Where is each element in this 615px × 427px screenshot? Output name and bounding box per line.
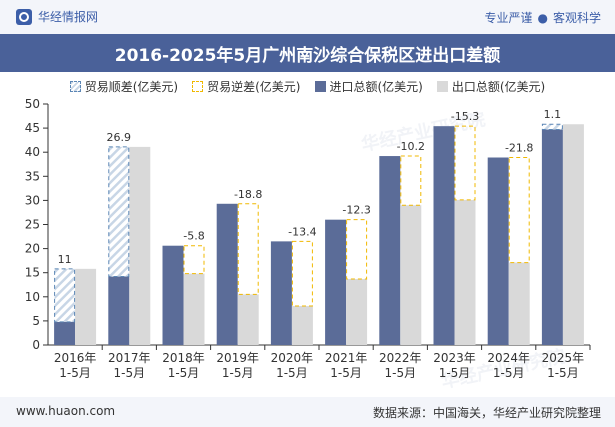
x-tick-label: 2024年	[487, 351, 530, 365]
footer-url: www.huaon.com	[16, 404, 116, 418]
legend-label-deficit: 贸易逆差(亿美元)	[207, 79, 301, 94]
x-tick-label: 1-5月	[168, 366, 200, 380]
x-tick-label: 1-5月	[493, 366, 525, 380]
footer: www.huaon.com 数据来源：中国海关，华经产业研究院整理	[0, 397, 615, 427]
data-label: -21.8	[505, 142, 533, 155]
export-bar	[291, 305, 313, 345]
y-tick-label: 5	[32, 314, 40, 328]
top-bar: 华经情报网 专业严谨 ● 客观科学	[0, 0, 615, 34]
export-bar	[562, 124, 584, 345]
deficit-bar	[454, 125, 476, 201]
x-tick-label: 1-5月	[330, 366, 362, 380]
export-bar	[454, 199, 476, 345]
legend-item-surplus: 贸易顺差(亿美元)	[69, 76, 179, 96]
y-tick-label: 30	[25, 193, 40, 207]
logo-icon	[16, 8, 32, 25]
legend-swatch-surplus	[69, 80, 81, 92]
y-tick-label: 10	[25, 290, 40, 304]
x-tick-label: 1-5月	[113, 366, 145, 380]
tagline-right: 客观科学	[552, 11, 601, 25]
data-label: 1.1	[544, 108, 562, 121]
y-tick-label: 0	[32, 338, 40, 352]
import-bar	[54, 321, 76, 345]
data-label: -10.2	[397, 140, 425, 153]
legend-label-export: 出口总额(亿美元)	[451, 79, 546, 94]
x-tick-label: 2020年	[271, 351, 314, 365]
y-tick-label: 20	[25, 242, 40, 256]
export-bar	[346, 278, 368, 345]
x-tick-label: 1-5月	[222, 366, 254, 380]
y-tick-label: 50	[25, 97, 40, 111]
y-tick-label: 40	[25, 145, 40, 159]
deficit-bar	[291, 240, 313, 307]
legend-item-import: 进口总额(亿美元)	[314, 76, 423, 96]
x-tick-label: 1-5月	[276, 366, 308, 380]
legend-item-deficit: 贸易逆差(亿美元)	[192, 76, 301, 96]
tagline-left: 专业严谨	[484, 11, 533, 25]
surplus-bar	[108, 146, 130, 278]
legend-label-import: 进口总额(亿美元)	[329, 79, 423, 94]
x-tick-label: 2019年	[216, 351, 259, 365]
data-label: 26.9	[107, 131, 132, 144]
surplus-bar	[54, 268, 76, 323]
legend-swatch-import	[314, 80, 326, 92]
surplus-bar	[541, 123, 563, 131]
data-label: 11	[58, 253, 72, 266]
import-bar	[216, 203, 238, 345]
import-bar	[162, 245, 184, 345]
deficit-bar	[400, 155, 422, 206]
export-bar	[237, 294, 259, 345]
import-bar	[108, 276, 130, 345]
data-label: -12.3	[342, 204, 370, 217]
data-label: -5.8	[183, 230, 204, 243]
export-bar	[183, 273, 205, 345]
y-tick-label: 25	[25, 218, 40, 232]
x-tick-label: 2022年	[379, 351, 422, 365]
x-tick-label: 1-5月	[439, 366, 471, 380]
data-label: -13.4	[288, 225, 316, 238]
legend-swatch-deficit	[192, 80, 204, 92]
data-label: -15.3	[451, 110, 479, 123]
export-bar	[75, 268, 97, 345]
deficit-bar	[508, 157, 530, 264]
export-bar	[508, 262, 530, 345]
legend-swatch-export	[436, 80, 448, 92]
chart-title: 2016-2025年5月广州南沙综合保税区进出口差额	[114, 45, 501, 66]
x-tick-label: 2018年	[162, 351, 205, 365]
y-tick-label: 35	[25, 169, 40, 183]
x-tick-label: 2017年	[108, 351, 151, 365]
legend-label-surplus: 贸易顺差(亿美元)	[84, 79, 179, 94]
brand-name: 华经情报网	[38, 10, 99, 24]
import-bar	[541, 129, 563, 345]
import-bar	[433, 126, 455, 345]
data-label: -18.8	[234, 188, 262, 201]
x-tick-label: 2021年	[325, 351, 368, 365]
import-bar	[325, 219, 347, 345]
legend-item-export: 出口总额(亿美元)	[436, 76, 546, 96]
x-tick-label: 2016年	[54, 351, 97, 365]
brand: 华经情报网	[16, 8, 98, 25]
import-bar	[487, 157, 509, 345]
import-bar	[270, 241, 292, 345]
export-bar	[129, 146, 151, 345]
y-tick-label: 15	[25, 266, 40, 280]
tagline: 专业严谨 ● 客观科学	[484, 9, 601, 26]
x-tick-label: 1-5月	[547, 366, 579, 380]
legend: 贸易顺差(亿美元) 贸易逆差(亿美元) 进口总额(亿美元) 出口总额(亿美元)	[0, 76, 615, 96]
x-tick-label: 1-5月	[59, 366, 91, 380]
chart-title-bar: 2016-2025年5月广州南沙综合保税区进出口差额	[0, 34, 615, 72]
footer-source: 数据来源：中国海关，华经产业研究院整理	[372, 406, 601, 420]
x-tick-label: 1-5月	[384, 366, 416, 380]
y-tick-label: 45	[25, 121, 40, 135]
export-bar	[400, 205, 422, 345]
deficit-bar	[346, 219, 368, 280]
x-tick-label: 2023年	[433, 351, 476, 365]
tagline-dot: ●	[537, 11, 548, 25]
deficit-bar	[183, 245, 205, 275]
x-tick-label: 2025年	[542, 351, 585, 365]
chart-svg: 051015202530354045502016年1-5月2017年1-5月20…	[25, 97, 591, 380]
import-bar	[379, 156, 401, 345]
deficit-bar	[237, 203, 259, 295]
